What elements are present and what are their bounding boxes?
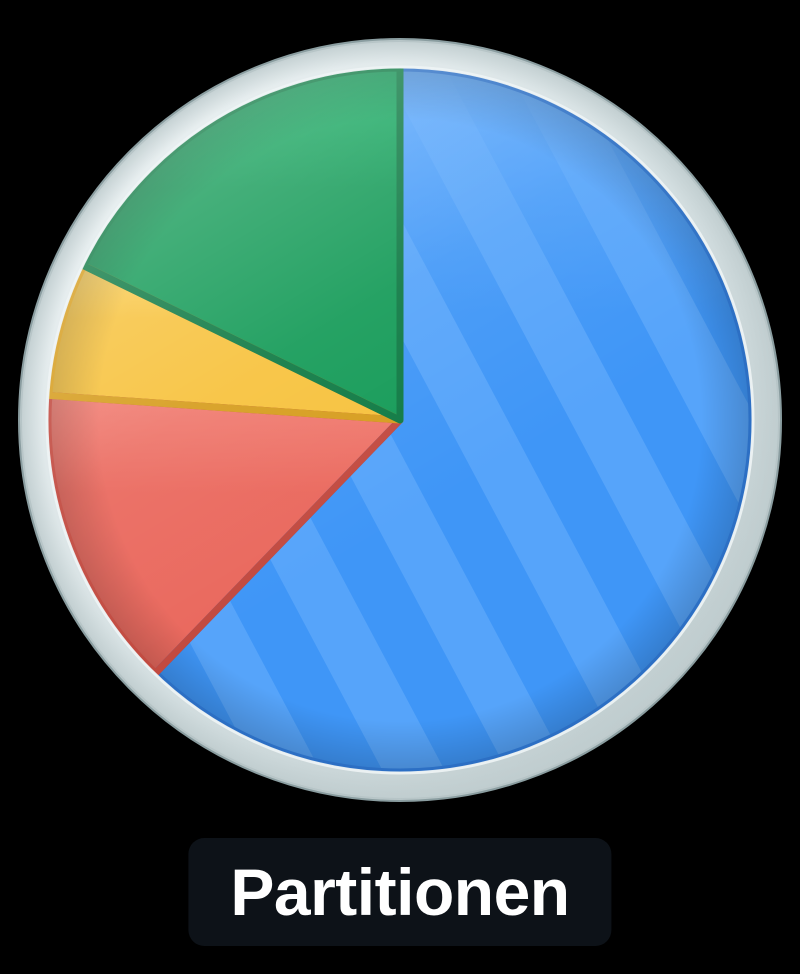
- icon-label: Partitionen: [230, 855, 569, 929]
- icon-label-container: Partitionen: [188, 838, 611, 946]
- partitions-pie-icon[interactable]: [0, 20, 800, 825]
